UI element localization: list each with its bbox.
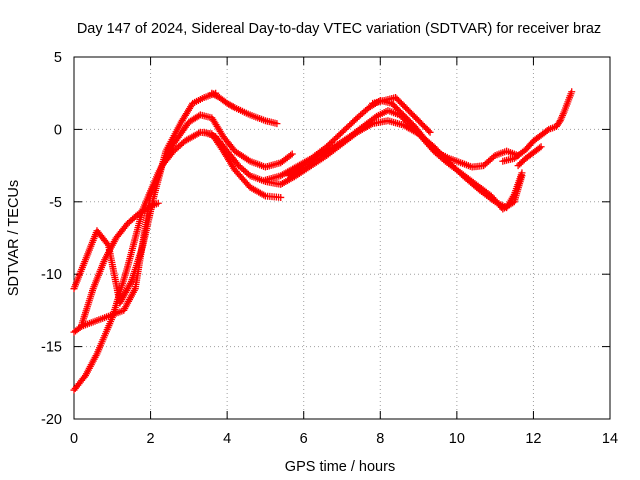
data-point	[103, 240, 111, 248]
data-point	[287, 151, 295, 159]
y-axis-ticks: 5 0 -5 -10 -15 -20	[41, 50, 610, 428]
x-axis-ticks: 0 2 4 6 8 10 12 14	[70, 57, 618, 447]
data-point	[145, 203, 153, 211]
data-point	[518, 172, 526, 180]
y-tick-label: 5	[54, 50, 62, 66]
data-point	[288, 150, 296, 158]
series-track-h	[284, 107, 526, 213]
data-point	[371, 114, 379, 122]
series-track-c	[70, 89, 220, 307]
series-track-j	[499, 88, 576, 165]
data-point	[273, 120, 281, 128]
data-point	[426, 128, 434, 136]
y-tick-label: -20	[41, 412, 62, 428]
y-tick-label: -15	[41, 340, 62, 356]
data-point	[568, 88, 576, 96]
data-point	[537, 143, 545, 151]
plot-frame	[73, 56, 611, 420]
data-point	[536, 144, 544, 152]
x-tick-label: 8	[376, 431, 384, 447]
y-tick-label: 0	[54, 122, 62, 138]
series-track-e	[208, 89, 281, 128]
series-track-f	[200, 117, 526, 212]
grid-lines	[74, 57, 610, 419]
x-axis-label: GPS time / hours	[285, 459, 395, 475]
series-track-a	[70, 111, 296, 394]
series-track-k	[514, 143, 545, 170]
y-tick-label: -10	[41, 267, 62, 283]
x-tick-label: 12	[525, 431, 541, 447]
x-tick-label: 14	[602, 431, 618, 447]
series-track-i	[369, 94, 434, 136]
data-point	[154, 199, 162, 207]
y-axis-label: SDTVAR / TECUs	[6, 180, 22, 296]
data-point	[244, 170, 252, 178]
x-tick-label: 2	[147, 431, 155, 447]
data-point	[428, 145, 436, 153]
x-tick-label: 6	[300, 431, 308, 447]
series-track-d	[78, 199, 162, 329]
x-tick-label: 10	[449, 431, 465, 447]
data-point	[405, 120, 413, 128]
data-point	[490, 153, 498, 161]
data-point	[425, 127, 433, 135]
data-points	[70, 88, 576, 394]
chart-title: Day 147 of 2024, Sidereal Day-to-day VTE…	[77, 21, 601, 37]
y-tick-label: -5	[49, 195, 62, 211]
data-point	[277, 193, 285, 201]
x-tick-label: 4	[223, 431, 231, 447]
x-tick-label: 0	[70, 431, 78, 447]
